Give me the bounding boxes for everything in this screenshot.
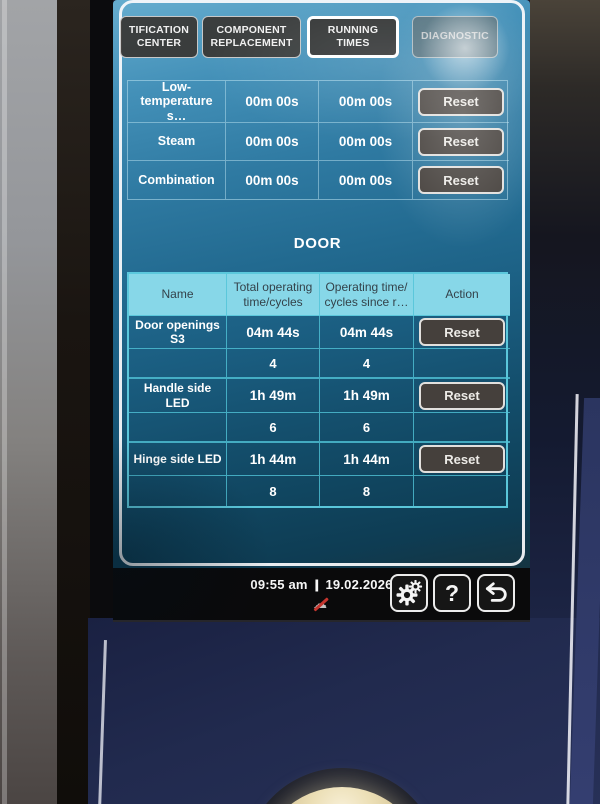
action-cell: Reset xyxy=(414,379,510,413)
col-header-action: Action xyxy=(414,274,510,316)
tab-label: DIAGNOSTIC xyxy=(421,30,489,43)
mode-name-cell: Steam xyxy=(128,123,226,161)
reset-button[interactable]: Reset xyxy=(419,445,505,473)
help-button[interactable]: ? xyxy=(433,574,471,612)
mode-name-cell: Low-temperature s… xyxy=(128,80,226,123)
total-time-cell: 1h 49m xyxy=(227,379,320,413)
tab-label: TIFICATION CENTER xyxy=(128,23,190,49)
tab-label: COMPONENT REPLACEMENT xyxy=(210,23,293,49)
since-cycles-cell: 8 xyxy=(320,476,414,506)
total-time-cell: 00m 00s xyxy=(226,81,319,123)
col-header-since: Operating time/ cycles since r… xyxy=(320,274,414,316)
mode-name-cell: Combination xyxy=(128,161,226,199)
total-cycles-cell: 8 xyxy=(227,476,320,506)
status-bar: 09:55 am | 19.02.2026 ☁ xyxy=(113,568,530,620)
door-name-cell: Handle side LED xyxy=(129,379,227,413)
total-time-cell: 00m 00s xyxy=(226,123,319,161)
screen-bezel-left xyxy=(90,0,113,622)
door-section-title: DOOR xyxy=(293,235,342,252)
tab-running-times[interactable]: RUNNING TIMES xyxy=(307,16,399,58)
oven-side-strip xyxy=(57,0,90,804)
since-cycles-cell: 4 xyxy=(320,349,414,379)
action-cell: Reset xyxy=(413,123,509,161)
time-text: 09:55 am xyxy=(250,577,308,592)
running-times-table: Low-temperature s… 00m 00s 00m 00s Reset… xyxy=(127,80,509,200)
col-header-total: Total operating time/cycles xyxy=(227,274,320,316)
action-cell: Reset xyxy=(413,81,509,123)
cloud-offline-icon: ☁ xyxy=(311,595,333,613)
action-cell: Reset xyxy=(413,161,509,199)
total-time-cell: 04m 44s xyxy=(227,316,320,349)
reset-button[interactable]: Reset xyxy=(418,127,504,156)
total-cycles-cell: 6 xyxy=(227,413,320,443)
door-name-cell: Hinge side LED xyxy=(129,443,227,476)
tab-notification-center[interactable]: TIFICATION CENTER xyxy=(120,16,198,58)
reset-button[interactable]: Reset xyxy=(418,166,504,194)
date-text: 19.02.2026 xyxy=(325,577,393,592)
door-name-cell: Door openings S3 xyxy=(129,316,227,349)
total-time-cell: 00m 00s xyxy=(226,161,319,199)
action-cell: Reset xyxy=(414,443,510,476)
touchscreen: TIFICATION CENTER COMPONENT REPLACEMENT … xyxy=(113,0,530,622)
since-cycles-cell: 6 xyxy=(320,413,414,443)
back-arrow-icon xyxy=(485,582,507,602)
empty-cell xyxy=(414,349,510,379)
since-time-cell: 00m 00s xyxy=(319,81,413,123)
since-time-cell: 1h 44m xyxy=(320,443,414,476)
empty-cell xyxy=(414,476,510,506)
clock-separator: | xyxy=(313,577,320,592)
empty-cell xyxy=(414,413,510,443)
tab-label: RUNNING TIMES xyxy=(327,23,379,49)
since-time-cell: 04m 44s xyxy=(320,316,414,349)
wall-background xyxy=(0,0,57,804)
total-cycles-cell: 4 xyxy=(227,349,320,379)
empty-cell xyxy=(129,349,227,379)
since-time-cell: 1h 49m xyxy=(320,379,414,413)
total-time-cell: 1h 44m xyxy=(227,443,320,476)
door-table: Name Total operating time/cycles Operati… xyxy=(127,272,510,508)
reset-button[interactable]: Reset xyxy=(419,318,505,346)
reset-button[interactable]: Reset xyxy=(418,87,504,116)
since-time-cell: 00m 00s xyxy=(319,123,413,161)
action-cell: Reset xyxy=(414,316,510,349)
reset-button[interactable]: Reset xyxy=(419,381,505,410)
question-mark-icon: ? xyxy=(444,579,460,606)
empty-cell xyxy=(129,476,227,506)
back-button[interactable] xyxy=(477,574,515,612)
empty-cell xyxy=(129,413,227,443)
gear-small-icon xyxy=(408,579,423,594)
settings-button[interactable] xyxy=(390,574,428,612)
since-time-cell: 00m 00s xyxy=(319,161,413,199)
tab-diagnostic[interactable]: DIAGNOSTIC xyxy=(412,16,498,58)
col-header-name: Name xyxy=(129,274,227,316)
tab-component-replacement[interactable]: COMPONENT REPLACEMENT xyxy=(202,16,301,58)
